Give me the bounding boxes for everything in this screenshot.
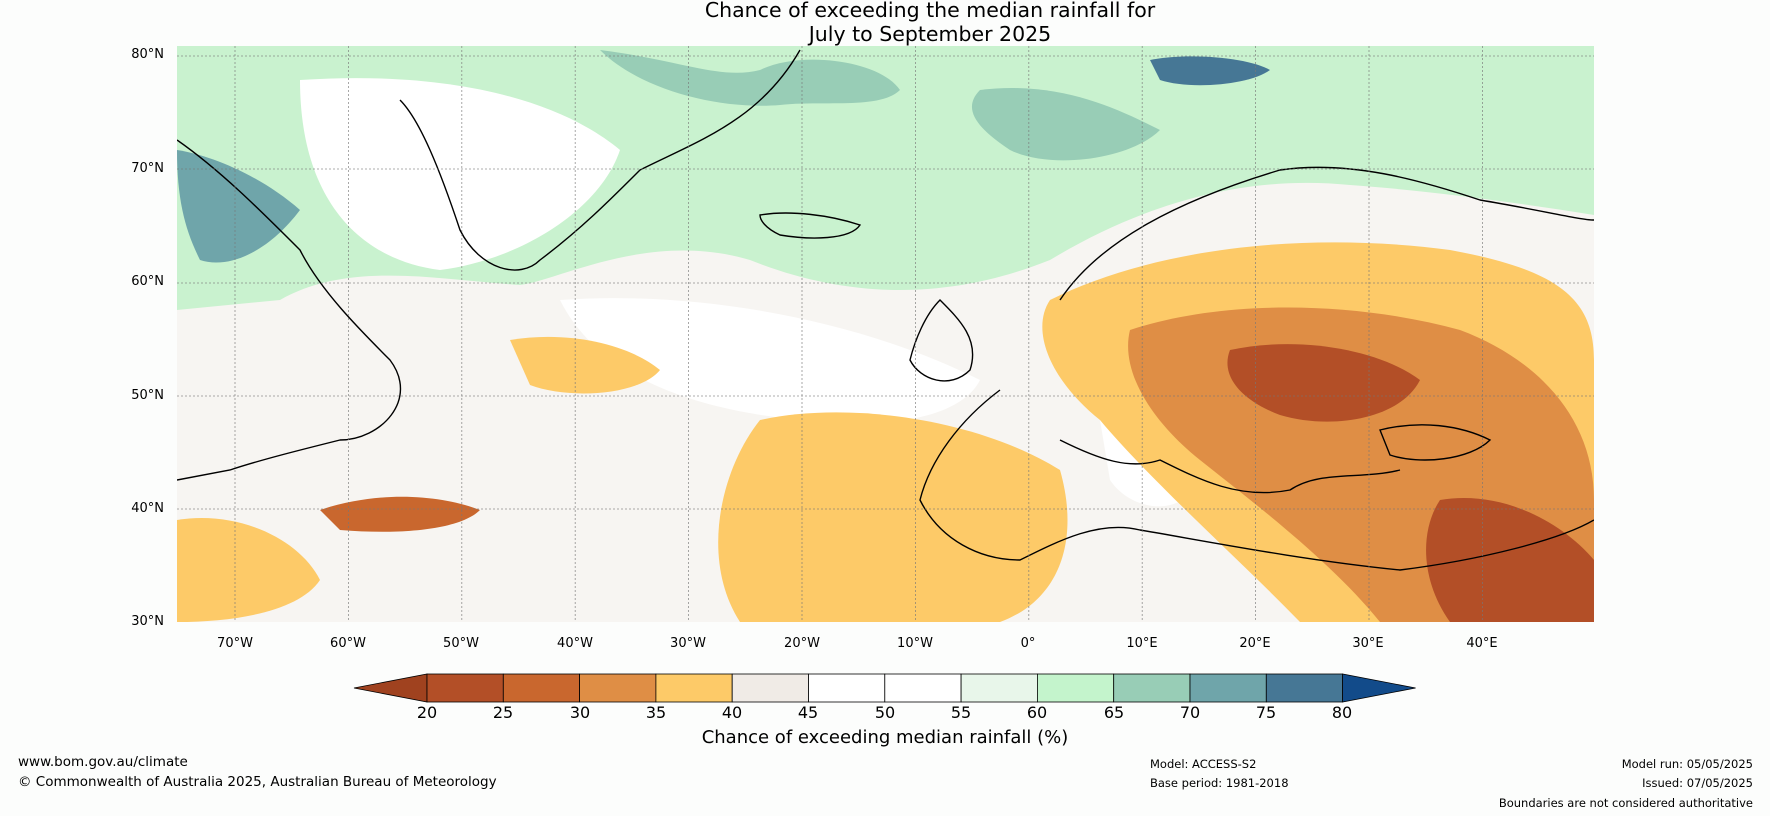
region-atlantic-dry-band [320,496,480,532]
lat-label-40n: 40°N [131,501,164,516]
lat-label-50n: 50°N [131,388,164,403]
colorbar-segment [1037,673,1115,703]
colorbar-segment [1113,673,1191,703]
colorbar-tick-60: 60 [1026,703,1048,722]
colorbar-tick-20: 20 [416,703,438,722]
issued-text: Issued: 07/05/2025 [1642,776,1753,790]
website-link[interactable]: www.bom.gov.au/climate [18,754,188,770]
lon-label-20w: 20°W [784,636,820,651]
region-eastern-europe-extreme [1227,344,1420,422]
copyright-text: © Commonwealth of Australia 2025, Austra… [18,774,497,790]
colorbar-tick-35: 35 [645,703,667,722]
coastline-europe [1059,166,1594,301]
lon-label-60w: 60°W [330,636,366,651]
lon-label-50w: 50°W [443,636,479,651]
region-sw-dry [177,518,320,622]
colorbar-segment [502,673,580,703]
model-run-text: Model run: 05/05/2025 [1621,757,1753,771]
lon-label-0: 0° [1020,636,1036,651]
region-iberia-dry [718,412,1068,622]
chart-title: Chance of exceeding the median rainfall … [0,0,1770,46]
disclaimer-text: Boundaries are not considered authoritat… [1498,796,1753,810]
colorbar-tick-25: 25 [492,703,514,722]
colorbar-segment [1189,673,1267,703]
title-line-1: Chance of exceeding the median rainfall … [704,0,1156,22]
lon-label-30w: 30°W [670,636,706,651]
lon-label-30e: 30°E [1352,636,1384,651]
coastline-north-america [177,139,402,481]
lat-label-60n: 60°N [131,274,164,289]
region-mid-atlantic-neutral [560,298,980,424]
colorbar-tick-65: 65 [1103,703,1125,722]
coastline-iceland [759,212,862,239]
region-svalbard-wet [1150,56,1270,86]
lat-label-30n: 30°N [131,614,164,629]
colorbar-segment [579,673,657,703]
colorbar-segment [808,673,886,703]
model-text: Model: ACCESS-S2 [1150,757,1257,771]
lon-label-10e: 10°E [1126,636,1158,651]
region-turkey-extreme [1426,498,1594,622]
region-baffin-wet [177,150,300,263]
colorbar-segment [960,673,1038,703]
lon-label-70w: 70°W [217,636,253,651]
lon-label-40e: 40°E [1466,636,1498,651]
region-newfoundland-dry [510,336,660,394]
colorbar-segment [884,673,962,703]
gridlines [177,46,1594,622]
lat-label-70n: 70°N [131,161,164,176]
colorbar-tick-80: 80 [1331,703,1353,722]
colorbar-extend-high [1342,673,1416,703]
colorbar-tick-30: 30 [569,703,591,722]
colorbar-label: Chance of exceeding median rainfall (%) [701,727,1069,748]
lon-label-40w: 40°W [557,636,593,651]
map-layer [177,46,1594,622]
colorbar-segment [731,673,809,703]
coastline-greenland [399,49,801,271]
colorbar-tick-70: 70 [1179,703,1201,722]
coastline-iberia-africa [919,389,1594,571]
colorbar-segment [1265,673,1344,703]
region-north-very-wet [600,50,900,106]
coastline-mediterranean [1059,439,1401,494]
region-atlantic-neutral [300,78,620,270]
colorbar-extend-low [353,673,428,703]
colorbar-segment [655,673,733,703]
title-line-2: July to September 2025 [808,22,1052,46]
coastline-black-sea [1379,424,1492,461]
lon-label-20e: 20°E [1239,636,1271,651]
lon-label-10w: 10°W [897,636,933,651]
colorbar-tick-45: 45 [797,703,819,722]
coastline-british-isles [909,299,974,382]
base-period-text: Base period: 1981-2018 [1150,776,1289,790]
colorbar-tick-40: 40 [721,703,743,722]
colorbar-segment [426,673,504,703]
lat-label-80n: 80°N [131,47,164,62]
region-greenland-wet [971,88,1160,161]
coastlines [177,49,1594,571]
colorbar-tick-55: 55 [950,703,972,722]
colorbar-tick-50: 50 [874,703,896,722]
colorbar [353,673,1416,703]
colorbar-tick-75: 75 [1255,703,1277,722]
